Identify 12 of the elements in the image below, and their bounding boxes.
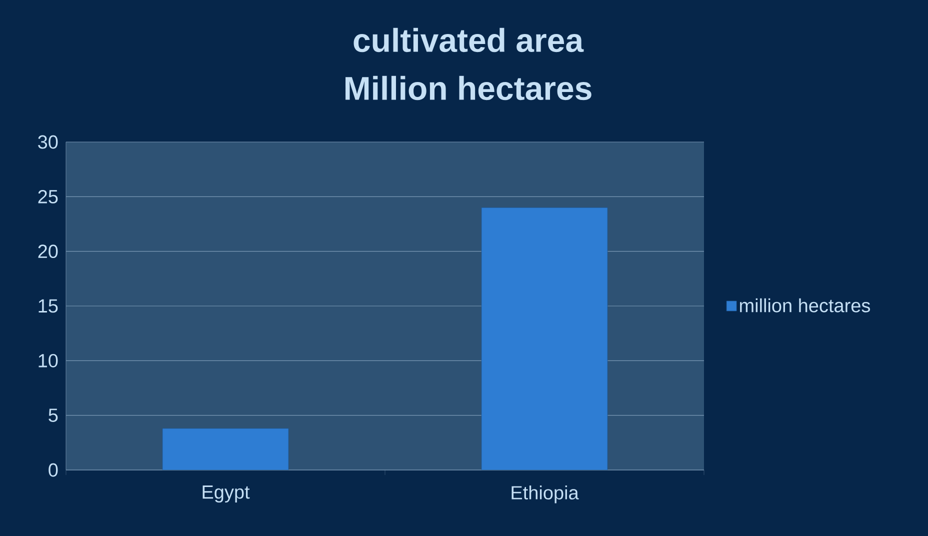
y-tick-label: 20 [38,244,58,258]
legend-label: million hectares [740,298,870,312]
x-tick-label: Egypt [202,486,250,503]
y-tick-label: 0 [48,463,58,477]
y-tick-label: 10 [38,354,58,368]
y-tick-label: 25 [38,190,58,204]
chart-title: cultivated area [354,28,584,52]
y-tick-label: 15 [38,299,58,313]
x-tick-label: Ethiopia [512,486,579,504]
y-tick-label: 5 [48,408,58,422]
chart-subtitle: Million hectares [346,76,592,100]
y-tick-label: 30 [38,135,58,149]
